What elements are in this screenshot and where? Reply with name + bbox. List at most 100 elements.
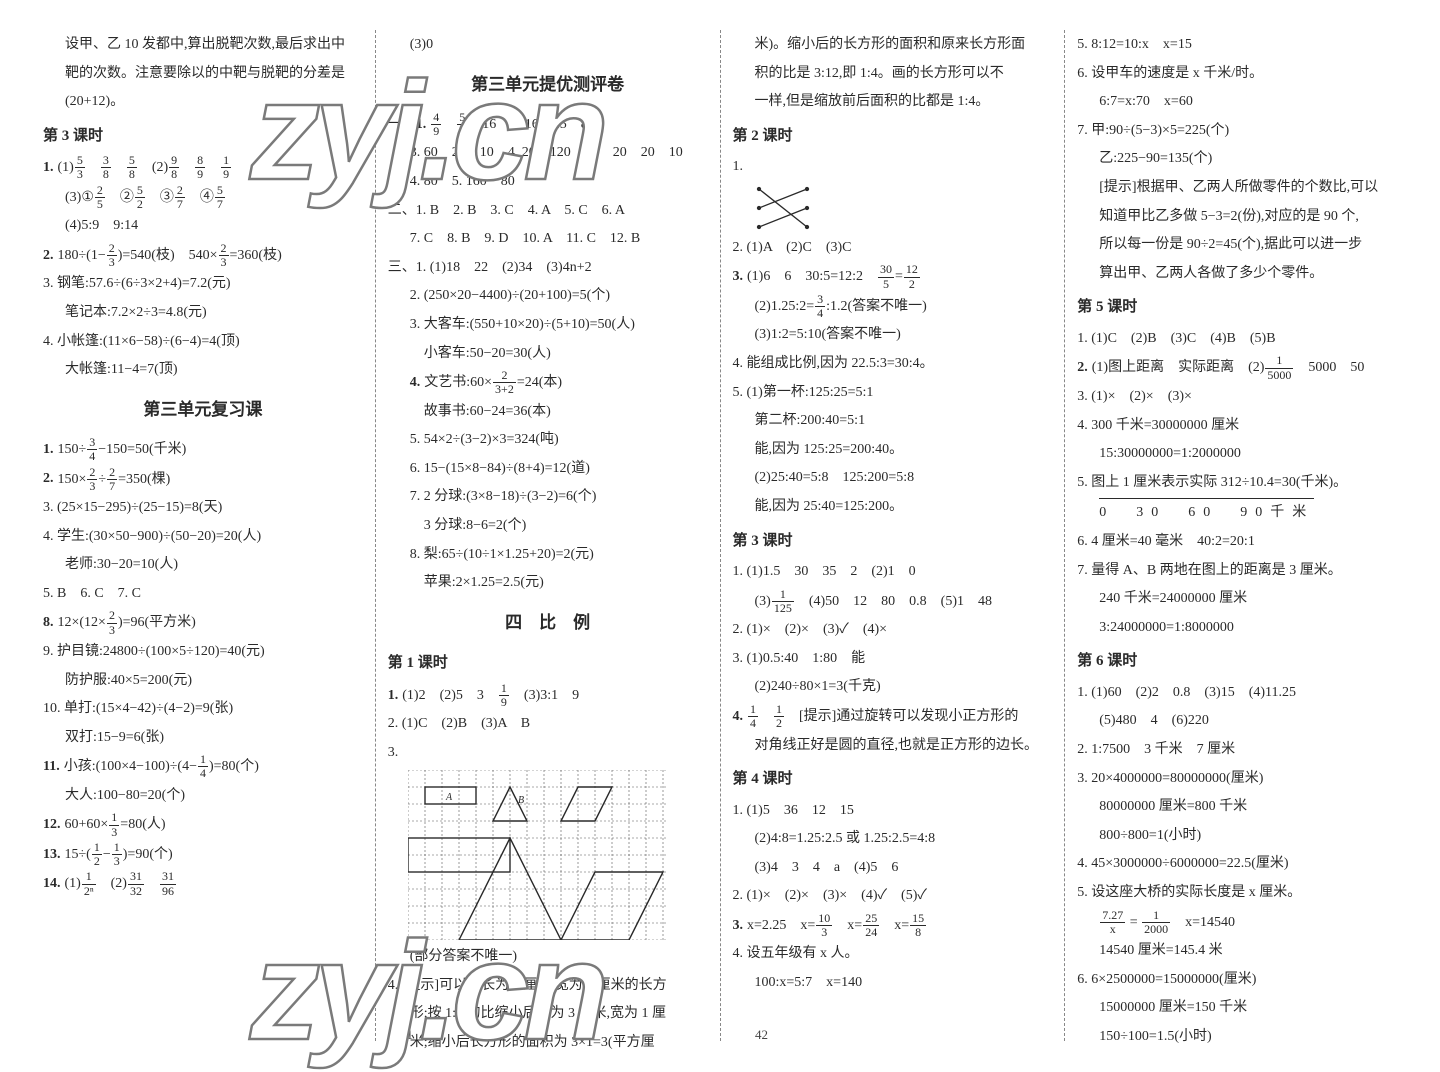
answer-line: 3.	[388, 740, 708, 767]
page-number-right: 42	[755, 1027, 768, 1043]
answer-line: 小客车:50−20=30(人)	[388, 341, 708, 368]
answer-line: 4. 设五年级有 x 人。	[733, 941, 1053, 968]
column-4: 5. 8:12=10:x x=15 6. 设甲车的速度是 x 千米/时。 6:7…	[1069, 30, 1405, 1041]
answer-line: (3)①25 ②52 ③27 ④57	[43, 184, 363, 212]
lesson-heading: 第 3 课时	[733, 527, 1053, 556]
answer-line: 6. 4 厘米=40 毫米 40:2=20:1	[1077, 529, 1397, 556]
answer-line: 4. 能组成比例,因为 22.5:3=30:4。	[733, 351, 1053, 378]
answer-line: (5)480 4 (6)220	[1077, 708, 1397, 735]
answer-line: 3.x=2.25 x=103 x=2524 x=158	[733, 912, 1053, 940]
answer-line: 14540 厘米=145.4 米	[1077, 938, 1397, 965]
answer-line: 3. 钢笔:57.6÷(6÷3×2+4)=7.2(元)	[43, 271, 363, 298]
answer-line: 3. 20×4000000=80000000(厘米)	[1077, 766, 1397, 793]
answer-line: 2. (1)× (2)× (3)✓ (4)×	[733, 617, 1053, 644]
answer-line: 2. (1)× (2)× (3)× (4)✓ (5)✓	[733, 883, 1053, 910]
answer-line: 7. 2 分球:(3×8−18)÷(3−2)=6(个)	[388, 484, 708, 511]
answer-line: (3)1:2=5:10(答案不唯一)	[733, 322, 1053, 349]
svg-text:B: B	[518, 795, 524, 806]
answer-line: 10. 单打:(15×4−42)÷(4−2)=9(张)	[43, 696, 363, 723]
cont-line: 积的比是 3:12,即 1:4。画的长方形可以不	[733, 61, 1053, 88]
answer-line: 5. 设这座大桥的实际长度是 x 厘米。	[1077, 880, 1397, 907]
answer-line: 11.小孩:(100×4−100)÷(4−14)=80(个)	[43, 753, 363, 781]
column-1: 设甲、乙 10 发都中,算出脱靶次数,最后求出中 靶的次数。注意要除以的中靶与脱…	[35, 30, 371, 1041]
answer-line: (部分答案不唯一)	[388, 944, 708, 971]
answer-line: 老师:30−20=10(人)	[43, 552, 363, 579]
answer-line: 3 分球:8−6=2(个)	[388, 513, 708, 540]
answer-line: 2. (1)C (2)B (3)A B	[388, 711, 708, 738]
answer-line: 1. (1)C (2)B (3)C (4)B (5)B	[1077, 326, 1397, 353]
answer-line: 对角线正好是圆的直径,也就是正方形的边长。	[733, 733, 1053, 760]
answer-line: 12.60+60×13=80(人)	[43, 811, 363, 839]
answer-line: (3)4 3 4 a (4)5 6	[733, 855, 1053, 882]
answer-line: 5. 图上 1 厘米表示实际 312÷10.4=30(千米)。	[1077, 470, 1397, 497]
answer-line: 5. B 6. C 7. C	[43, 581, 363, 608]
answer-line: 第二杯:200:40=5:1	[733, 408, 1053, 435]
answer-line: 3:24000000=1:8000000	[1077, 615, 1397, 642]
answer-line: 3. 大客车:(550+10×20)÷(5+10)=50(人)	[388, 312, 708, 339]
answer-line: (2)4:8=1.25:2.5 或 1.25:2.5=4:8	[733, 826, 1053, 853]
answer-line: 1. (1)1.5 30 35 2 (2)1 0	[733, 559, 1053, 586]
answer-line: 8. 梨:65÷(10÷1×1.25+20)=2(元)	[388, 542, 708, 569]
answer-line: (3)1125 (4)50 12 80 0.8 (5)1 48	[733, 588, 1053, 616]
answer-line: 8.12×(12×23)=96(平方米)	[43, 609, 363, 637]
lesson-heading: 第 1 课时	[388, 649, 708, 678]
grid-diagram: A B	[408, 770, 668, 940]
answer-line: (2)240÷80×1=3(千克)	[733, 674, 1053, 701]
answer-line: 大人:100−80=20(个)	[43, 783, 363, 810]
answer-line: (2)1.25:2=34:1.2(答案不唯一)	[733, 293, 1053, 321]
answer-line: 防护服:40×5=200(元)	[43, 668, 363, 695]
lesson-heading: 第 2 课时	[733, 122, 1053, 151]
section-title: 第三单元复习课	[43, 394, 363, 426]
column-3: 米)。缩小后的长方形的面积和原来长方形面 积的比是 3:12,即 1:4。画的长…	[725, 30, 1061, 1041]
cont-line: 米)。缩小后的长方形的面积和原来长方形面	[733, 32, 1053, 59]
answer-line: 7.27x = 12000 x=14540	[1077, 909, 1397, 937]
answer-line: 800÷800=1(小时)	[1077, 823, 1397, 850]
answer-line: 能,因为 125:25=200:40。	[733, 437, 1053, 464]
answer-line: 15:30000000=1:2000000	[1077, 441, 1397, 468]
answer-line: 3.(1)6 6 30:5=12:2 305=122	[733, 263, 1053, 291]
answer-line: 笔记本:7.2×2÷3=4.8(元)	[43, 300, 363, 327]
answer-line: 三、1. (1)18 22 (2)34 (3)4n+2	[388, 255, 708, 282]
answer-line: 1.(1)53 38 58 (2)98 89 19	[43, 154, 363, 182]
answer-line: 14.(1)12ⁿ (2)3132 3196	[43, 870, 363, 898]
answer-line: [提示]根据甲、乙两人所做零件的个数比,可以	[1077, 175, 1397, 202]
svg-text:A: A	[445, 792, 453, 803]
answer-line: 2. (1)A (2)C (3)C	[733, 235, 1053, 262]
answer-line: 1. (1)60 (2)2 0.8 (3)15 (4)11.25	[1077, 680, 1397, 707]
answer-line: 6. 设甲车的速度是 x 千米/时。	[1077, 61, 1397, 88]
lesson-heading: 第 4 课时	[733, 765, 1053, 794]
answer-line: 双打:15−9=6(张)	[43, 725, 363, 752]
answer-line: 4. 45×3000000÷6000000=22.5(厘米)	[1077, 851, 1397, 878]
answer-line: 6. 6×2500000=15000000(厘米)	[1077, 967, 1397, 994]
answer-line: 4.文艺书:60×23+2=24(本)	[388, 369, 708, 397]
answer-line: 所以每一份是 90÷2=45(个),据此可以进一步	[1077, 232, 1397, 259]
answer-line: 1. (1)5 36 12 15	[733, 798, 1053, 825]
answer-line: 4. 80 5. 160 80	[388, 169, 708, 196]
answer-line: 240 千米=24000000 厘米	[1077, 586, 1397, 613]
answer-line: 乙:225−90=135(个)	[1077, 146, 1397, 173]
intro-line: 靶的次数。注意要除以的中靶与脱靶的分差是	[43, 61, 363, 88]
answer-line: 一、1.49 59 16 2.16 25 80	[388, 111, 708, 139]
ruler-line: 0 30 60 90千米	[1077, 498, 1397, 527]
answer-line: 4. 学生:(30×50−900)÷(50−20)=20(人)	[43, 524, 363, 551]
answer-line: 5. 8:12=10:x x=15	[1077, 32, 1397, 59]
section-title: 四 比 例	[388, 607, 708, 639]
page-number-left: 41	[400, 1027, 413, 1043]
answer-line: 5. (1)第一杯:125:25=5:1	[733, 380, 1053, 407]
column-2: (3)0 第三单元提优测评卷 一、1.49 59 16 2.16 25 80 3…	[380, 30, 716, 1041]
matching-diagram	[753, 183, 813, 233]
answer-line: 80000000 厘米=800 千米	[1077, 794, 1397, 821]
answer-line: 3. (1)0.5:40 1:80 能	[733, 646, 1053, 673]
answer-line: 3. 60 20 10 4. 20 120 40 20 20 10	[388, 140, 708, 167]
answer-line: 知道甲比乙多做 5−3=2(份),对应的是 90 个,	[1077, 204, 1397, 231]
answer-line: 6. 15−(15×8−84)÷(8+4)=12(道)	[388, 456, 708, 483]
answer-line: 6:7=x:70 x=60	[1077, 89, 1397, 116]
answer-line: 7. 甲:90÷(5−3)×5=225(个)	[1077, 118, 1397, 145]
answer-line: 算出甲、乙两人各做了多少个零件。	[1077, 261, 1397, 288]
lesson-heading: 第 5 课时	[1077, 293, 1397, 322]
answer-line: 4. 小帐篷:(11×6−58)÷(6−4)=4(顶)	[43, 329, 363, 356]
answer-line: 能,因为 25:40=125:200。	[733, 494, 1053, 521]
answer-line: 1.	[733, 154, 1053, 181]
answer-line: 4. 300 千米=30000000 厘米	[1077, 413, 1397, 440]
section-title: 第三单元提优测评卷	[388, 69, 708, 101]
